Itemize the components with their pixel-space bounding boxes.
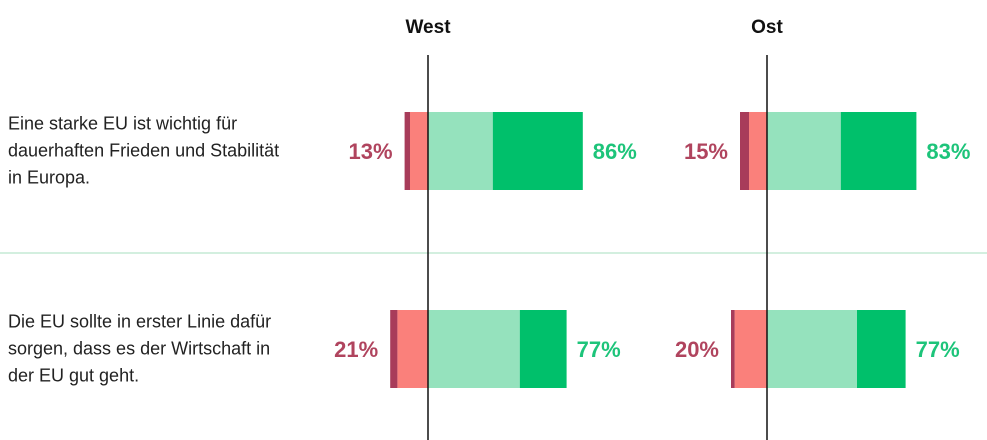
- bar-segment: [857, 310, 906, 388]
- statement-label: Eine starke EU ist wichtig für dauerhaft…: [8, 113, 280, 188]
- positive-total-label: 77%: [916, 337, 960, 362]
- bar-segment: [390, 310, 398, 388]
- positive-total-label: 83%: [926, 139, 970, 164]
- bar-segment: [767, 112, 841, 190]
- bar-segment: [428, 112, 493, 190]
- panel-title: West: [405, 17, 451, 38]
- statement-label: Die EU sollte in erster Linie dafür sorg…: [8, 311, 272, 386]
- bar-segment: [428, 310, 520, 388]
- bar-segment: [731, 310, 735, 388]
- bar-segment: [740, 112, 749, 190]
- bar-segment: [397, 310, 428, 388]
- negative-total-label: 21%: [334, 337, 378, 362]
- panel-title: Ost: [751, 17, 783, 38]
- bar-segment: [404, 112, 410, 190]
- bar-segment: [840, 112, 917, 190]
- bar-segment: [749, 112, 767, 190]
- bar-segment: [492, 112, 583, 190]
- bar-segment: [519, 310, 567, 388]
- negative-total-label: 20%: [675, 337, 719, 362]
- bar-segment: [410, 112, 428, 190]
- bar-segment: [734, 310, 767, 388]
- negative-total-label: 13%: [349, 139, 393, 164]
- negative-total-label: 15%: [684, 139, 728, 164]
- positive-total-label: 86%: [593, 139, 637, 164]
- bar-segment: [767, 310, 857, 388]
- positive-total-label: 77%: [577, 337, 621, 362]
